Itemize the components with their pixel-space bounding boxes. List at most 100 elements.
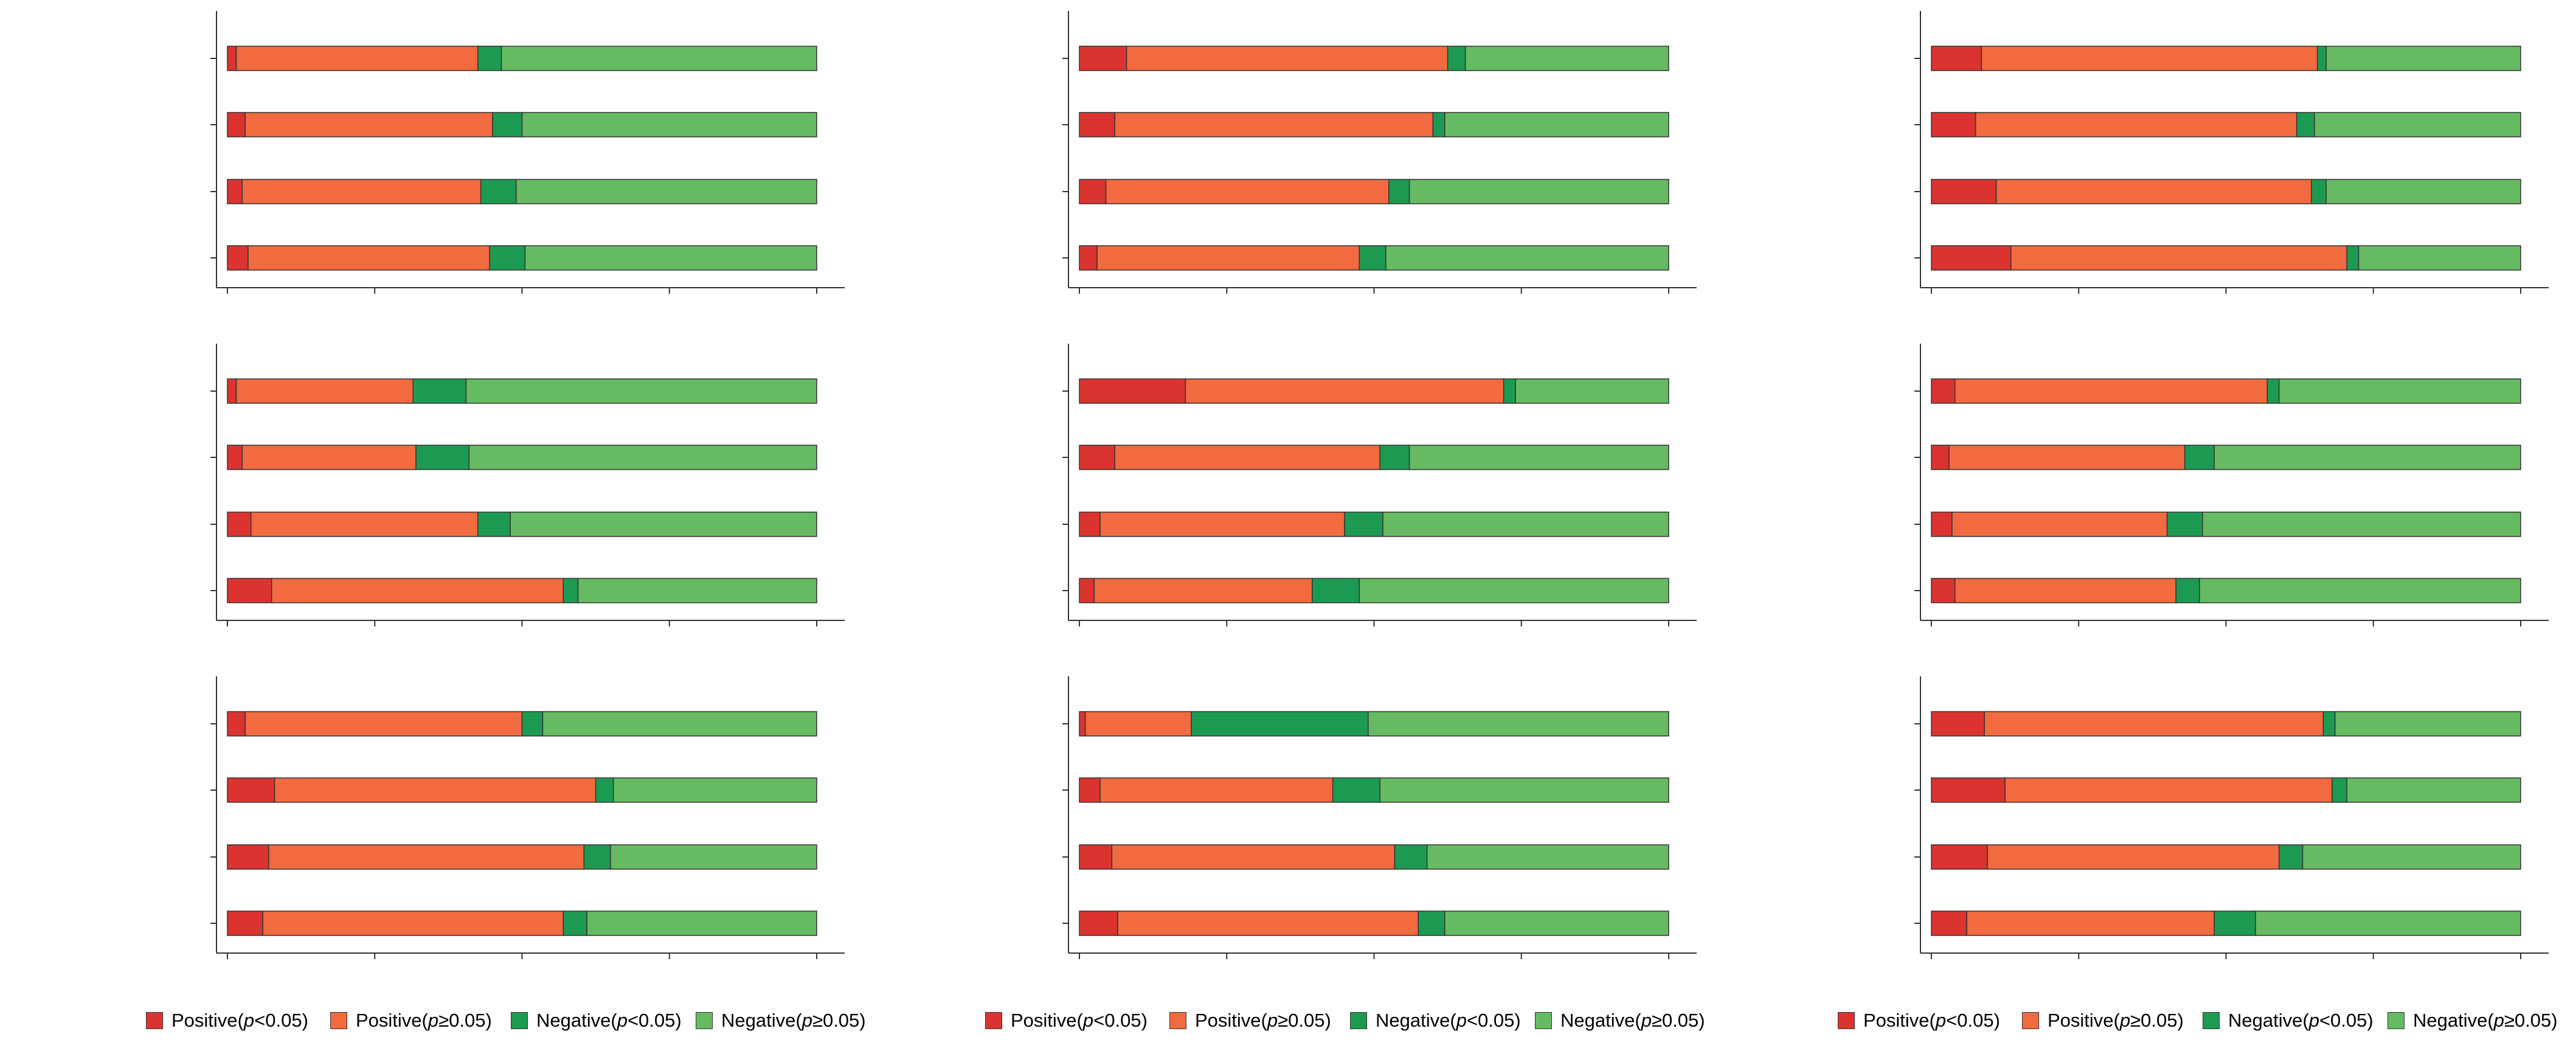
bar-segment-neg-ns: [1385, 245, 1669, 271]
bar-segment-neg-sig: [1447, 46, 1466, 71]
bar-segment-neg-ns: [2255, 911, 2521, 936]
bar-segment-neg-ns: [577, 578, 817, 603]
bar-segment-neg-ns: [2214, 445, 2521, 470]
bar-segment-neg-ns: [2346, 777, 2521, 803]
legend-label: Positive(p<0.05): [1863, 1010, 2000, 1032]
legend-label-prefix: Positive(: [1011, 1010, 1083, 1031]
panel-a: [210, 11, 845, 294]
bar-segment-pos-ns: [1126, 46, 1449, 71]
bar-segment-pos-ns: [1984, 711, 2324, 737]
legend-label-suffix: ≥0.05): [812, 1010, 866, 1031]
bar-segment-neg-ns: [1359, 578, 1669, 603]
bar-segment-neg-sig: [2296, 112, 2315, 137]
bar-segment-neg-ns: [1444, 112, 1669, 137]
legend-label-suffix: <0.05): [1466, 1010, 1521, 1031]
bar-segment-pos-ns: [1955, 378, 2268, 404]
legend-label-suffix: <0.05): [1093, 1010, 1148, 1031]
panel-d: [210, 344, 845, 626]
legend-label: Negative(p<0.05): [1376, 1010, 1521, 1032]
bar-segment-neg-sig: [415, 445, 470, 470]
bar-segment-pos-ns: [241, 179, 482, 204]
bar-segment-pos-sig: [1931, 378, 1956, 404]
bar-segment-neg-sig: [1503, 378, 1516, 404]
bar-segment-neg-sig: [1388, 179, 1410, 204]
bar-segment-pos-sig: [227, 378, 237, 404]
bar-segment-pos-ns: [1114, 445, 1380, 470]
bar-segment-pos-sig: [1079, 512, 1101, 537]
legend-label-suffix: <0.05): [2319, 1010, 2373, 1031]
bar-segment-neg-ns: [510, 512, 817, 537]
bar-segment-pos-sig: [1079, 578, 1095, 603]
legend-label-prefix: Negative(: [2228, 1010, 2309, 1031]
panel-h: [1062, 676, 1697, 959]
bar-segment-neg-ns: [2278, 378, 2521, 404]
bar-segment-pos-sig: [227, 445, 243, 470]
legend-item: Positive(p<0.05): [985, 1010, 1148, 1032]
legend-label-p: p: [1082, 1010, 1094, 1031]
legend-label-p: p: [2308, 1010, 2319, 1031]
bar-segment-neg-sig: [2322, 711, 2336, 737]
legend-label-suffix: ≥0.05): [1651, 1010, 1705, 1031]
bar-segment-pos-ns: [235, 378, 414, 404]
bar-segment-neg-sig: [2278, 844, 2304, 870]
legend-label-p: p: [243, 1010, 255, 1031]
bar-segment-neg-ns: [2302, 844, 2521, 870]
bar-segment-neg-sig: [1379, 445, 1410, 470]
bar-segment-neg-sig: [2332, 777, 2347, 803]
legend-swatch: [1535, 1012, 1552, 1029]
bar-segment-pos-ns: [1105, 179, 1390, 204]
legend-item: Positive(p≥0.05): [330, 1010, 492, 1032]
legend-label-p: p: [2493, 1010, 2504, 1031]
bar-segment-pos-sig: [1931, 578, 1956, 603]
bar-segment-pos-sig: [1931, 46, 1982, 71]
bar-segment-neg-ns: [2335, 711, 2521, 737]
legend-label: Positive(p≥0.05): [356, 1010, 492, 1032]
bar-segment-pos-sig: [1931, 844, 1988, 870]
bar-segment-pos-sig: [1079, 245, 1098, 271]
bar-segment-neg-sig: [1332, 777, 1380, 803]
bar-segment-pos-ns: [1114, 112, 1434, 137]
legend-swatch: [2203, 1012, 2220, 1029]
legend-label-prefix: Positive(: [171, 1010, 244, 1031]
bar-segment-pos-sig: [227, 578, 272, 603]
legend-label-prefix: Negative(: [1560, 1010, 1641, 1031]
bar-segment-neg-sig: [2184, 445, 2215, 470]
legend-label-suffix: <0.05): [627, 1010, 682, 1031]
bar-segment-pos-ns: [271, 578, 564, 603]
legend-swatch: [1350, 1012, 1367, 1029]
legend-label-p: p: [1456, 1010, 1467, 1031]
legend-label-prefix: Positive(: [356, 1010, 428, 1031]
bar-segment-pos-sig: [1931, 445, 1950, 470]
bar-segment-pos-ns: [248, 245, 490, 271]
bar-segment-neg-ns: [2325, 179, 2521, 204]
bar-segment-neg-ns: [500, 46, 817, 71]
legend-label: Positive(p<0.05): [1011, 1010, 1148, 1032]
legend-label-prefix: Negative(: [2413, 1010, 2494, 1031]
bar-segment-neg-sig: [595, 777, 614, 803]
bar-segment-neg-ns: [468, 445, 817, 470]
bar-segment-pos-ns: [2004, 777, 2333, 803]
legend-item: Positive(p≥0.05): [1169, 1010, 1331, 1032]
bar-segment-neg-sig: [2266, 378, 2280, 404]
bar-segment-pos-ns: [244, 112, 493, 137]
legend-label: Positive(p≥0.05): [1195, 1010, 1331, 1032]
bar-segment-pos-ns: [1966, 911, 2215, 936]
legend-label-p: p: [802, 1010, 812, 1031]
panel-f: [1914, 344, 2549, 626]
bar-segment-neg-sig: [412, 378, 467, 404]
bar-segment-neg-sig: [2175, 578, 2200, 603]
bar-segment-pos-ns: [1185, 378, 1504, 404]
bar-segment-neg-ns: [1408, 179, 1669, 204]
legend-swatch: [2387, 1012, 2405, 1029]
bar-segment-pos-ns: [1099, 777, 1334, 803]
bar-segment-neg-ns: [542, 711, 817, 737]
legend-label: Negative(p<0.05): [2228, 1010, 2373, 1032]
bar-segment-pos-sig: [227, 179, 243, 204]
bar-segment-pos-ns: [251, 512, 479, 537]
bar-segment-neg-sig: [2311, 179, 2327, 204]
bar-segment-neg-sig: [477, 46, 502, 71]
legend-label-p: p: [1935, 1010, 1947, 1031]
bar-segment-pos-ns: [2010, 245, 2347, 271]
legend-item: Positive(p<0.05): [1838, 1010, 2000, 1032]
